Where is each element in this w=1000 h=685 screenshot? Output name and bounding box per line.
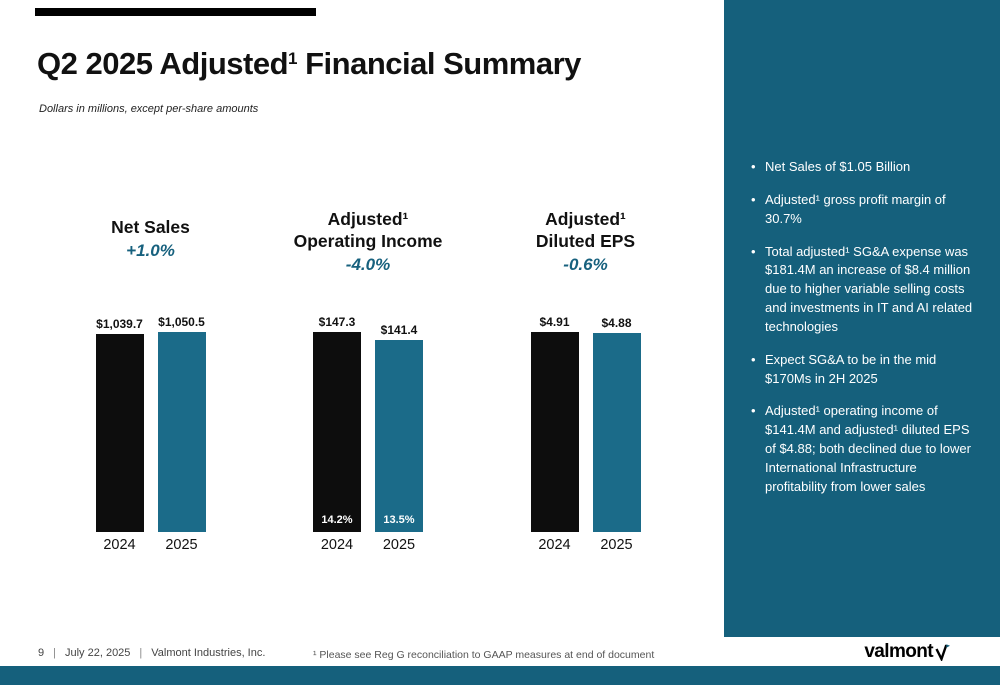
chart-plot: $1,039.7 2024 $1,050.5 2025: [95, 315, 206, 553]
bar-group-2024: $1,039.7 2024: [95, 317, 144, 553]
bar-year-label: 2025: [165, 537, 198, 553]
bar-value-label: $1,039.7: [96, 317, 143, 331]
bar-value-label: $4.88: [601, 316, 632, 330]
title-main: Q2 2025 Adjusted: [37, 46, 289, 81]
chart-change-label: +1.0%: [126, 241, 175, 260]
subtitle: Dollars in millions, except per-share am…: [39, 103, 259, 115]
chart-header: Net Sales +1.0%: [111, 195, 190, 275]
footer-date: July 22, 2025: [64, 647, 131, 659]
valmont-logo-mark: [935, 644, 950, 661]
chart-title: Adjusted¹ Diluted EPS: [535, 208, 636, 252]
page-title: Q2 2025 Adjusted1 Financial Summary: [37, 46, 581, 82]
chart-title: Adjusted¹ Operating Income: [293, 208, 443, 252]
chart-change-label: -0.6%: [563, 255, 608, 274]
page-number: 9: [38, 647, 45, 659]
bar-2024: [530, 332, 579, 532]
footnote: ¹ Please see Reg G reconciliation to GAA…: [313, 649, 655, 661]
bar-group-2025: $141.4 13.5% 2025: [375, 323, 423, 553]
chart-plot: $147.3 14.2% 2024 $141.4 13.5% 2025: [313, 315, 423, 553]
highlights-panel: Net Sales of $1.05 Billion Adjusted¹ gros…: [724, 0, 1000, 637]
title-rest: Financial Summary: [297, 46, 581, 81]
bullet-item: Adjusted¹ operating income of $141.4M an…: [750, 402, 980, 496]
bar-2024: [95, 334, 144, 532]
title-superscript: 1: [288, 48, 297, 68]
chart-3: Adjusted¹ Diluted EPS -0.6% $4.91 2024 $4.88…: [483, 195, 688, 553]
footer-meta: 9 | July 22, 2025 | Valmont Industries, …: [38, 647, 265, 659]
bar-2025: [592, 333, 641, 532]
footer-divider: |: [53, 647, 56, 659]
bar-group-2024: $4.91 2024: [530, 315, 579, 553]
panel-bullet-list: Net Sales of $1.05 Billion Adjusted¹ gros…: [750, 158, 980, 497]
bar-group-2025: $4.88 2025: [592, 316, 641, 553]
bar-2025: [157, 332, 206, 532]
top-accent-bar: [35, 8, 316, 16]
chart-header: Adjusted¹ Operating Income -4.0%: [294, 195, 443, 275]
bullet-item: Net Sales of $1.05 Billion: [750, 158, 980, 177]
chart-1: Net Sales +1.0% $1,039.7 2024 $1,050.5 2025: [48, 195, 253, 553]
bar-margin-label: 14.2%: [321, 514, 353, 526]
bar-year-label: 2025: [600, 537, 633, 553]
footer-divider: |: [139, 647, 143, 659]
bar-year-label: 2025: [382, 537, 416, 553]
chart-title: Net Sales: [111, 217, 190, 238]
logo-text: valmont: [864, 641, 933, 662]
chart-plot: $4.91 2024 $4.88 2025: [530, 315, 641, 553]
chart-header: Adjusted¹ Diluted EPS -0.6%: [536, 195, 635, 275]
bar-group-2024: $147.3 14.2% 2024: [313, 315, 361, 553]
bullet-item: Total adjusted¹ SG&A expense was $181.4M…: [750, 243, 980, 337]
chart-change-label: -4.0%: [345, 255, 391, 274]
bullet-item: Adjusted¹ gross profit margin of 30.7%: [750, 191, 980, 229]
bar-group-2025: $1,050.5 2025: [157, 315, 206, 553]
bar-year-label: 2024: [320, 537, 354, 553]
bottom-accent-bar: [0, 666, 1000, 685]
bar-value-label: $4.91: [539, 315, 570, 329]
bar-value-label: $1,050.5: [158, 315, 205, 329]
bar-margin-label: 13.5%: [383, 514, 415, 526]
bar-value-label: $141.4: [380, 323, 418, 337]
valmont-logo: valmont: [864, 641, 950, 663]
bar-year-label: 2024: [103, 537, 136, 553]
bar-2024: 14.2%: [313, 332, 361, 532]
bar-value-label: $147.3: [318, 315, 356, 329]
charts-row: Net Sales +1.0% $1,039.7 2024 $1,050.5 2025 Ad…: [48, 195, 688, 553]
bar-year-label: 2024: [538, 537, 571, 553]
chart-2: Adjusted¹ Operating Income -4.0% $147.3 14.…: [266, 195, 471, 554]
footer-company: Valmont Industries, Inc.: [151, 647, 266, 659]
bar-2025: 13.5%: [375, 340, 423, 532]
bullet-item: Expect SG&A to be in the mid $170Ms in 2…: [750, 351, 980, 389]
